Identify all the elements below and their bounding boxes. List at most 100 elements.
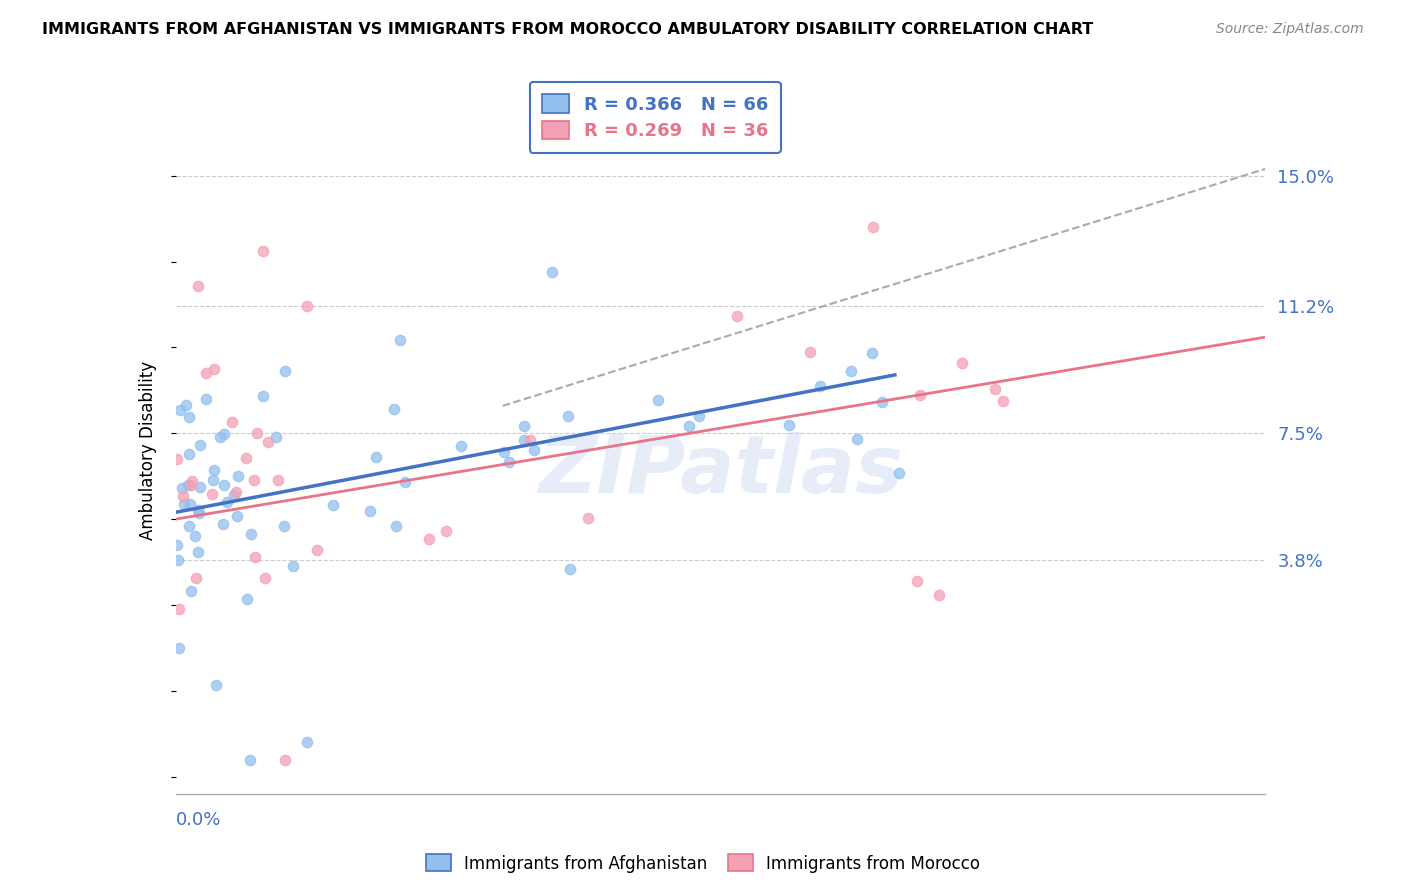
Point: [647, 393, 669, 408]
Point: [274, 753, 297, 767]
Point: [862, 345, 884, 359]
Point: [841, 364, 863, 378]
Legend: Immigrants from Afghanistan, Immigrants from Morocco: Immigrants from Afghanistan, Immigrants …: [419, 847, 987, 880]
Point: [808, 379, 831, 393]
Point: [905, 574, 928, 588]
Point: [252, 388, 274, 402]
Text: Source: ZipAtlas.com: Source: ZipAtlas.com: [1216, 22, 1364, 37]
Point: [281, 559, 304, 574]
Point: [187, 503, 209, 517]
Point: [201, 474, 224, 488]
Point: [557, 409, 579, 423]
Point: [498, 455, 520, 469]
Point: [252, 244, 274, 259]
Point: [167, 601, 190, 615]
Point: [450, 439, 472, 453]
Point: [166, 538, 188, 552]
Point: [194, 392, 217, 406]
Point: [862, 220, 884, 235]
Point: [167, 641, 190, 656]
Text: 0.0%: 0.0%: [176, 811, 221, 829]
Point: [186, 278, 209, 293]
Point: [202, 463, 225, 477]
Point: [181, 474, 204, 488]
Point: [243, 473, 266, 487]
Point: [908, 388, 931, 402]
Legend: R = 0.366   N = 66, R = 0.269   N = 36: R = 0.366 N = 66, R = 0.269 N = 36: [530, 82, 780, 153]
Point: [177, 447, 200, 461]
Point: [560, 562, 582, 576]
Point: [295, 299, 318, 313]
Point: [725, 310, 748, 324]
Point: [177, 478, 200, 492]
Point: [184, 571, 207, 585]
Point: [180, 478, 202, 492]
Point: [179, 497, 201, 511]
Point: [950, 356, 973, 370]
Point: [266, 430, 288, 444]
Point: [519, 433, 541, 447]
Point: [202, 362, 225, 376]
Text: ZIPatlas: ZIPatlas: [538, 432, 903, 510]
Point: [993, 393, 1015, 408]
Point: [688, 409, 710, 423]
Text: IMMIGRANTS FROM AFGHANISTAN VS IMMIGRANTS FROM MOROCCO AMBULATORY DISABILITY COR: IMMIGRANTS FROM AFGHANISTAN VS IMMIGRANT…: [42, 22, 1094, 37]
Point: [984, 383, 1007, 397]
Point: [394, 475, 416, 489]
Point: [177, 409, 200, 424]
Point: [418, 532, 440, 546]
Point: [243, 550, 266, 565]
Point: [187, 545, 209, 559]
Point: [225, 508, 247, 523]
Point: [492, 445, 515, 459]
Point: [235, 450, 257, 465]
Point: [576, 511, 599, 525]
Point: [179, 519, 201, 533]
Point: [188, 438, 211, 452]
Point: [523, 442, 546, 457]
Point: [678, 419, 700, 434]
Point: [253, 571, 276, 585]
Point: [778, 418, 800, 433]
Point: [872, 395, 894, 409]
Point: [434, 524, 457, 539]
Point: [928, 588, 950, 602]
Point: [173, 497, 195, 511]
Point: [224, 488, 246, 502]
Point: [267, 473, 290, 487]
Point: [382, 402, 405, 417]
Point: [239, 753, 262, 767]
Point: [212, 516, 235, 531]
Point: [226, 468, 249, 483]
Point: [389, 333, 412, 347]
Point: [195, 366, 218, 380]
Point: [307, 542, 329, 557]
Point: [257, 434, 280, 449]
Point: [184, 528, 207, 542]
Y-axis label: Ambulatory Disability: Ambulatory Disability: [139, 361, 157, 540]
Point: [188, 506, 211, 520]
Point: [204, 678, 226, 692]
Point: [214, 427, 236, 442]
Point: [209, 430, 232, 444]
Point: [180, 584, 202, 599]
Point: [385, 519, 408, 533]
Point: [322, 498, 344, 512]
Point: [188, 480, 211, 494]
Point: [201, 487, 224, 501]
Point: [274, 364, 297, 378]
Point: [240, 527, 263, 541]
Point: [166, 452, 188, 467]
Point: [225, 484, 247, 499]
Point: [221, 415, 243, 429]
Point: [236, 592, 259, 607]
Point: [889, 466, 911, 480]
Point: [212, 478, 235, 492]
Point: [799, 344, 821, 359]
Point: [364, 450, 387, 464]
Point: [359, 504, 381, 518]
Point: [174, 398, 197, 412]
Point: [541, 265, 564, 279]
Point: [172, 482, 194, 496]
Point: [513, 419, 536, 434]
